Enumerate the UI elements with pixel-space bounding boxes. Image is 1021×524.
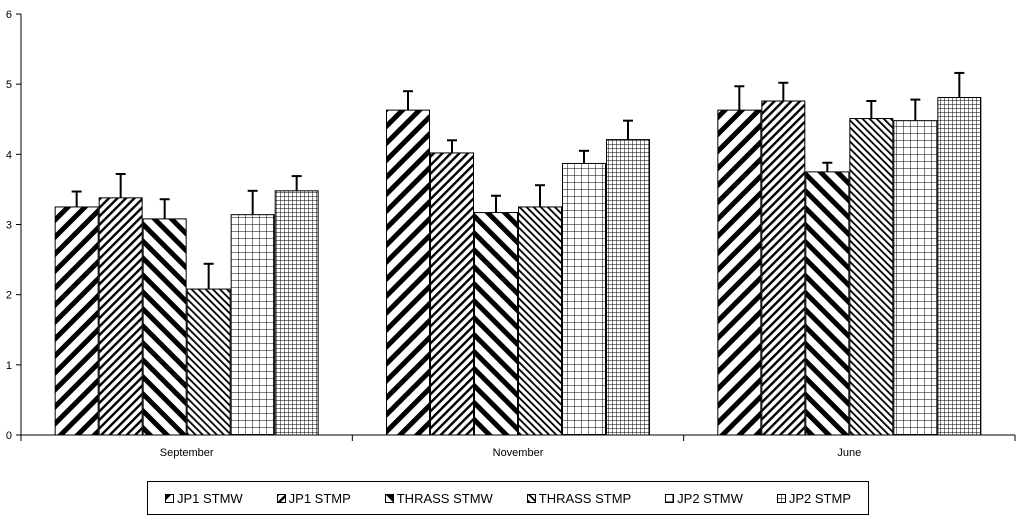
legend-item: JP2 STMP xyxy=(776,490,851,506)
bar-thrass-stmw-november xyxy=(474,212,518,436)
legend-swatch-fill xyxy=(164,493,174,503)
legend-swatch-fill xyxy=(276,493,286,503)
legend-swatch xyxy=(776,493,786,503)
bar-jp2-stmw-november xyxy=(562,162,606,436)
bar-thrass-stmp-november xyxy=(518,206,562,436)
legend-swatch xyxy=(384,493,394,503)
bar-jp1-stmp-september xyxy=(98,197,143,436)
x-tick-label: September xyxy=(160,447,214,459)
legend-swatch xyxy=(164,493,174,503)
bar-jp2-stmp-september xyxy=(274,190,319,436)
legend-swatch xyxy=(665,493,675,503)
bar-thrass-stmw-june xyxy=(805,171,850,436)
bar-jp1-stmw-june xyxy=(717,109,762,436)
legend-label: JP2 STMW xyxy=(677,490,743,506)
x-tick-label: June xyxy=(837,447,861,459)
y-tick-label: 4 xyxy=(6,149,12,161)
legend-swatch-fill xyxy=(526,493,536,503)
y-tick-label: 3 xyxy=(6,220,12,232)
legend-swatch xyxy=(526,493,536,503)
bar-chart: 0 1 2 3 4 5 6 September November June xyxy=(6,9,1016,459)
legend-swatch-fill xyxy=(384,493,394,503)
legend-swatch-fill xyxy=(776,493,786,503)
legend-item: JP1 STMW xyxy=(164,490,243,506)
bar-jp2-stmp-june xyxy=(937,96,982,436)
bar-thrass-stmp-september xyxy=(186,288,231,436)
y-tick-label: 2 xyxy=(6,290,12,302)
legend-item: JP1 STMP xyxy=(276,490,351,506)
x-tick-label: November xyxy=(493,447,544,459)
legend-item: JP2 STMW xyxy=(665,491,743,506)
legend: JP1 STMW JP1 STMP THRASS STMW THRASS STMP JP… xyxy=(147,481,869,515)
bar-jp2-stmp-november xyxy=(606,139,650,436)
legend-label: JP1 STMP xyxy=(288,490,351,506)
bar-thrass-stmw-september xyxy=(142,218,187,436)
bar-jp2-stmw-september xyxy=(230,214,275,436)
legend-item: THRASS STMW xyxy=(384,490,493,506)
legend-swatch-fill xyxy=(665,493,675,503)
bar-jp1-stmw-september xyxy=(54,206,99,436)
bar-jp1-stmw-november xyxy=(386,109,430,436)
legend-item: THRASS STMP xyxy=(526,490,632,506)
legend-label: JP2 STMP xyxy=(788,490,851,506)
legend-label: THRASS STMW xyxy=(396,490,493,506)
plot-area: 0 1 2 3 4 5 6 September November June xyxy=(6,9,1016,459)
y-tick-label: 0 xyxy=(6,430,12,442)
legend-label: JP1 STMW xyxy=(176,490,243,506)
bar-jp1-stmp-june xyxy=(761,100,806,436)
y-tick-label: 5 xyxy=(6,79,12,91)
bar-jp1-stmp-november xyxy=(430,152,474,436)
legend-swatch xyxy=(276,493,286,503)
y-tick-label: 6 xyxy=(6,9,12,21)
legend-label: THRASS STMP xyxy=(538,490,632,506)
y-tick-label: 1 xyxy=(6,360,12,372)
bar-jp2-stmw-june xyxy=(893,120,938,436)
bar-thrass-stmp-june xyxy=(849,118,894,436)
